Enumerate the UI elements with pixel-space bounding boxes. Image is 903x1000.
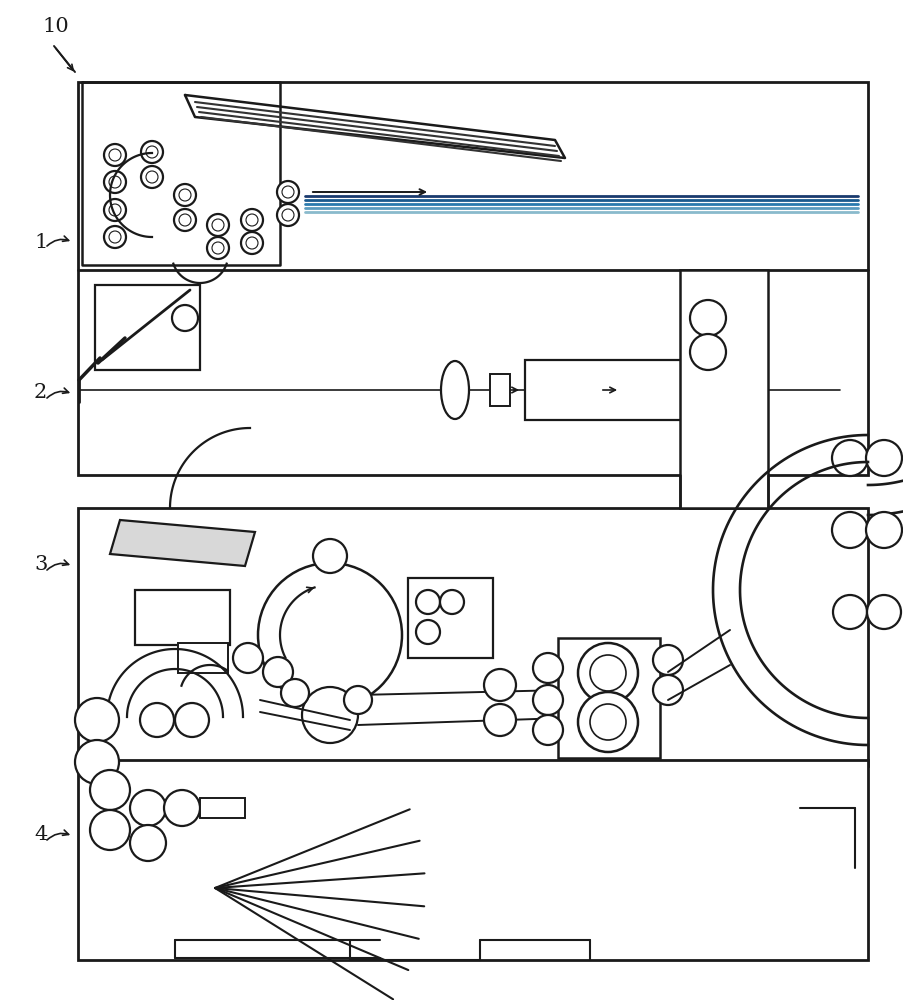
Circle shape [263,657,293,687]
Circle shape [109,204,121,216]
Circle shape [533,653,563,683]
Circle shape [257,563,402,707]
Circle shape [865,512,901,548]
Circle shape [241,209,263,231]
Circle shape [207,237,228,259]
Circle shape [276,204,299,226]
Bar [679,270,768,508]
Ellipse shape [441,361,469,419]
Circle shape [141,166,163,188]
Circle shape [533,685,563,715]
Circle shape [533,715,563,745]
Circle shape [652,675,683,705]
Circle shape [233,643,263,673]
Circle shape [179,214,191,226]
Bar [178,643,228,673]
Circle shape [689,300,725,336]
Circle shape [146,146,158,158]
Bar [407,578,492,658]
Circle shape [104,226,126,248]
Circle shape [577,692,638,752]
Text: 3: 3 [34,555,47,574]
Circle shape [415,590,440,614]
Circle shape [577,643,638,703]
Circle shape [173,184,196,206]
Circle shape [163,790,200,826]
Circle shape [141,141,163,163]
Bar [78,82,867,475]
Text: 10: 10 [42,17,69,36]
Circle shape [212,242,224,254]
Circle shape [440,590,463,614]
Circle shape [483,669,516,701]
Circle shape [130,790,166,826]
Circle shape [590,655,625,691]
Circle shape [831,512,867,548]
Circle shape [689,334,725,370]
Bar [78,508,867,766]
Circle shape [104,199,126,221]
Circle shape [281,679,309,707]
Circle shape [282,186,293,198]
Circle shape [104,171,126,193]
Circle shape [109,149,121,161]
Circle shape [276,181,299,203]
Bar [200,798,245,818]
Bar [95,285,200,370]
Circle shape [241,232,263,254]
Circle shape [312,539,347,573]
Text: 1: 1 [34,233,47,252]
Text: 2: 2 [34,383,47,402]
Circle shape [207,214,228,236]
Circle shape [212,219,224,231]
Bar [489,374,509,406]
Circle shape [175,703,209,737]
Bar [557,638,659,758]
Circle shape [140,703,173,737]
Circle shape [866,595,900,629]
Circle shape [146,171,158,183]
Bar [135,590,229,645]
Polygon shape [110,520,255,566]
Circle shape [104,144,126,166]
Circle shape [130,825,166,861]
Circle shape [652,645,683,675]
Circle shape [302,687,358,743]
Circle shape [282,209,293,221]
Circle shape [246,214,257,226]
Circle shape [75,740,119,784]
Circle shape [109,231,121,243]
Circle shape [483,704,516,736]
Circle shape [344,686,372,714]
Circle shape [90,770,130,810]
Bar [525,360,734,420]
Circle shape [109,176,121,188]
Circle shape [179,189,191,201]
Circle shape [415,620,440,644]
Circle shape [832,595,866,629]
Circle shape [831,440,867,476]
Circle shape [865,440,901,476]
Circle shape [90,810,130,850]
Bar [78,760,867,960]
Circle shape [590,704,625,740]
Text: 4: 4 [34,825,47,844]
Circle shape [173,209,196,231]
Circle shape [75,698,119,742]
Circle shape [246,237,257,249]
Circle shape [172,305,198,331]
